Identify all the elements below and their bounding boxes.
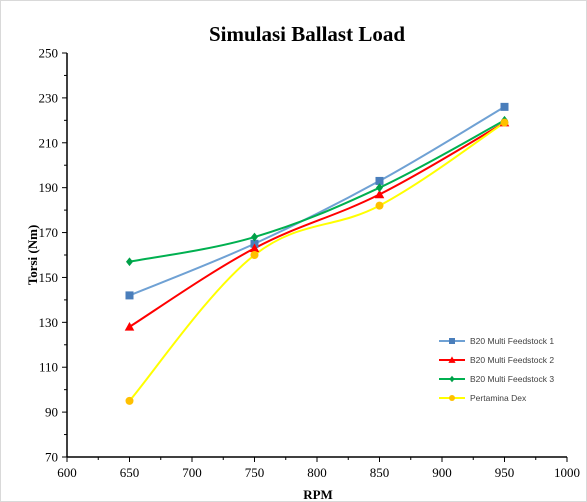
data-point-series-1 bbox=[500, 102, 509, 111]
series-line-2 bbox=[128, 121, 505, 328]
axes bbox=[62, 52, 568, 462]
legend-marker-2 bbox=[448, 356, 456, 363]
data-point-series-2 bbox=[374, 189, 385, 199]
legend-marker-1 bbox=[449, 338, 455, 344]
data-point-series-1 bbox=[375, 176, 384, 185]
legend-label-3: B20 Multi Feedstock 3 bbox=[470, 374, 554, 384]
y-tick-label: 110 bbox=[39, 360, 58, 375]
legend-label-2: B20 Multi Feedstock 2 bbox=[470, 355, 554, 365]
y-tick-label: 250 bbox=[39, 46, 59, 61]
data-point-series-2 bbox=[124, 322, 135, 331]
legend-label-4: Pertamina Dex bbox=[470, 393, 527, 403]
series-line-1 bbox=[129, 106, 506, 297]
data-point-series-4 bbox=[500, 118, 509, 127]
x-tick-label: 850 bbox=[370, 465, 390, 480]
y-tick-labels: 70 90 110 130 150 170 190 210 230 250 bbox=[39, 46, 59, 465]
data-point-series-3 bbox=[250, 232, 259, 242]
x-tick-label: 900 bbox=[432, 465, 452, 480]
data-point-series-4 bbox=[250, 251, 259, 259]
y-tick-label: 130 bbox=[39, 315, 59, 330]
y-tick-label: 150 bbox=[39, 270, 59, 285]
chart-title: Simulasi Ballast Load bbox=[209, 22, 405, 46]
x-tick-labels: 600 650 700 750 800 850 900 950 1000 bbox=[57, 465, 580, 480]
data-point-series-3 bbox=[375, 183, 384, 193]
y-tick-label: 190 bbox=[39, 180, 59, 195]
data-point-series-4 bbox=[125, 396, 134, 405]
y-tick-label: 210 bbox=[39, 135, 59, 150]
x-tick-label: 700 bbox=[182, 465, 202, 480]
y-axis-title: Torsi (Nm) bbox=[25, 225, 40, 286]
y-tick-label: 170 bbox=[39, 225, 59, 240]
x-tick-label: 800 bbox=[307, 465, 327, 480]
x-tick-label: 950 bbox=[495, 465, 515, 480]
legend-marker-4 bbox=[449, 395, 455, 401]
data-point-series-3 bbox=[125, 257, 134, 267]
series-lines bbox=[128, 106, 506, 402]
data-point-series-2 bbox=[249, 243, 260, 253]
legend-label-1: B20 Multi Feedstock 1 bbox=[470, 336, 554, 346]
data-point-series-4 bbox=[375, 201, 384, 210]
legend: B20 Multi Feedstock 1 B20 Multi Feedstock… bbox=[439, 336, 554, 403]
y-tick-label: 90 bbox=[45, 405, 58, 420]
legend-marker-3 bbox=[449, 375, 455, 383]
data-point-series-1 bbox=[125, 291, 134, 300]
x-tick-label: 1000 bbox=[554, 465, 580, 480]
x-axis-title: RPM bbox=[303, 487, 333, 501]
series-markers bbox=[124, 102, 510, 405]
x-tick-label: 600 bbox=[57, 465, 77, 480]
series-line-4 bbox=[128, 121, 506, 402]
y-tick-label: 230 bbox=[39, 90, 59, 105]
y-tick-label: 70 bbox=[45, 450, 58, 465]
x-tick-label: 650 bbox=[120, 465, 140, 480]
series-line-3 bbox=[129, 119, 505, 263]
x-tick-label: 750 bbox=[245, 465, 265, 480]
